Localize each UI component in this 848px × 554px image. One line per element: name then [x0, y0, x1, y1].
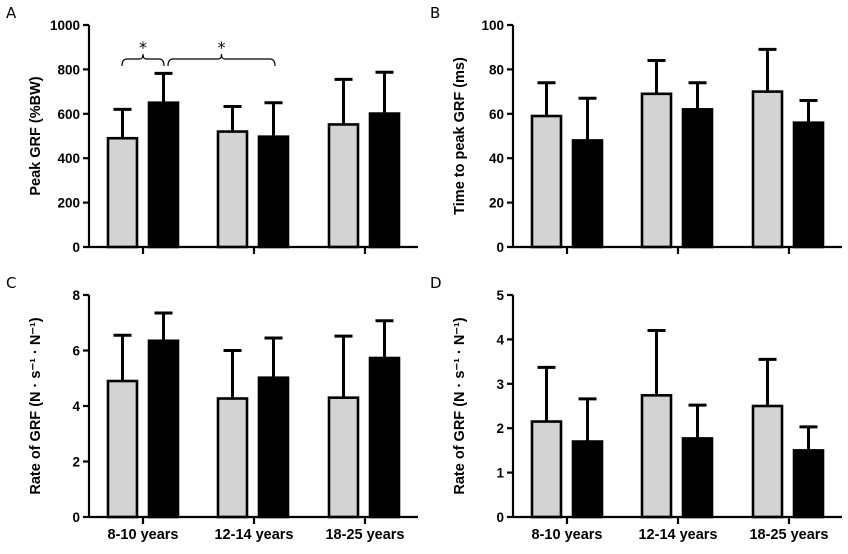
bar-black-3 [792, 121, 825, 249]
bar-grey-3 [327, 123, 360, 249]
bar-grey-2 [640, 92, 673, 249]
bar-black-3 [368, 356, 401, 519]
significance-marker: * [218, 38, 226, 57]
y-tick-label: 100 [481, 18, 504, 33]
y-tick-label: 400 [57, 151, 80, 166]
bar-black-2 [681, 108, 714, 249]
panel-b: B 0 20 40 60 80 100 Time to peak GRF (ms) [430, 4, 842, 255]
bar-black-2 [257, 376, 290, 519]
x-tick-label: 12-14 years [638, 527, 717, 543]
bar-black-2 [681, 437, 714, 519]
y-tick-label: 2 [72, 455, 80, 470]
y-tick-label: 0 [72, 510, 80, 525]
x-tick-label: 18-25 years [325, 527, 404, 543]
y-axis-label: Rate of GRF (N · s⁻¹ · N⁻¹) [452, 317, 468, 494]
bar-black-1 [571, 440, 604, 519]
y-tick-label: 1 [496, 466, 504, 481]
y-tick-label: 60 [489, 107, 504, 122]
y-tick-label: 3 [496, 377, 504, 392]
y-tick-label: 5 [496, 288, 504, 303]
y-tick-label: 600 [57, 107, 80, 122]
y-tick-label: 20 [489, 196, 504, 211]
bar-black-1 [571, 139, 604, 249]
bar-grey-3 [751, 404, 784, 519]
y-tick-label: 0 [496, 240, 504, 255]
bar-black-3 [792, 449, 825, 519]
bar-grey-2 [216, 130, 249, 249]
bar-grey-2 [640, 394, 673, 519]
y-tick-label: 0 [72, 240, 80, 255]
y-axis-label: Rate of GRF (N · s⁻¹ · N⁻¹) [28, 317, 44, 494]
y-tick-label: 40 [489, 151, 504, 166]
y-axis-label: Peak GRF (%BW) [28, 76, 44, 195]
significance-marker: * [139, 38, 147, 57]
y-tick-label: 2 [496, 421, 504, 436]
panel-letter: D [430, 274, 442, 292]
y-tick-label: 800 [57, 62, 80, 77]
significance-bracket [121, 53, 165, 67]
y-tick-label: 4 [496, 332, 504, 347]
panel-letter: A [6, 4, 17, 22]
panel-c: C 0 2 4 6 8 8-10 years 12-14 years 18-25 years Ra… [6, 274, 418, 543]
x-tick-label: 8-10 years [532, 527, 603, 543]
bar-grey-1 [106, 379, 139, 519]
y-tick-label: 80 [489, 62, 504, 77]
bar-grey-1 [106, 136, 139, 249]
bar-grey-3 [751, 90, 784, 249]
y-tick-label: 200 [57, 196, 80, 211]
y-tick-label: 6 [72, 344, 80, 359]
y-tick-label: 4 [72, 399, 80, 414]
panel-d: D 0 1 2 3 4 5 8-10 years 12-14 years 18-25 years R… [430, 274, 842, 543]
panel-letter: C [6, 274, 16, 292]
bar-grey-3 [327, 396, 360, 519]
bar-black-1 [147, 339, 180, 519]
y-tick-label: 8 [72, 288, 80, 303]
bar-black-3 [368, 112, 401, 249]
bar-black-1 [147, 101, 180, 249]
panel-letter: B [430, 4, 440, 22]
significance-bracket [167, 53, 276, 67]
bar-black-2 [257, 135, 290, 249]
bar-grey-1 [530, 420, 563, 519]
x-tick-label: 12-14 years [214, 527, 293, 543]
bar-grey-1 [530, 114, 563, 249]
y-tick-label: 1000 [50, 18, 80, 33]
x-tick-label: 8-10 years [108, 527, 179, 543]
x-tick-label: 18-25 years [749, 527, 828, 543]
y-tick-label: 0 [496, 510, 504, 525]
panel-a: A 0 200 400 600 800 1000 Peak GRF (%BW) * * [6, 4, 418, 255]
bar-grey-2 [216, 397, 249, 519]
y-axis-label: Time to peak GRF (ms) [452, 57, 468, 215]
